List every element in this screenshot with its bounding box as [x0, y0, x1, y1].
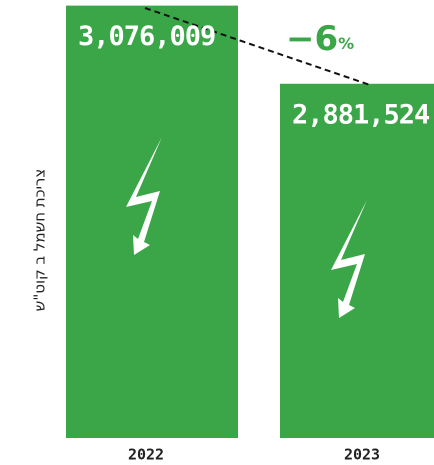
x-tick-label: 2022	[128, 446, 164, 464]
annotation: −6%	[286, 19, 354, 59]
value-label: 3,076,009	[78, 21, 215, 52]
y-axis-label: צריכת חשמל ב קוט"ש	[31, 169, 49, 312]
bar	[66, 5, 238, 439]
value-label: 2,881,524	[292, 99, 430, 130]
annotation-value: −6	[286, 19, 338, 59]
x-tick-label: 2023	[344, 446, 380, 464]
bars	[66, 5, 434, 439]
annotation-unit: %	[338, 34, 354, 53]
